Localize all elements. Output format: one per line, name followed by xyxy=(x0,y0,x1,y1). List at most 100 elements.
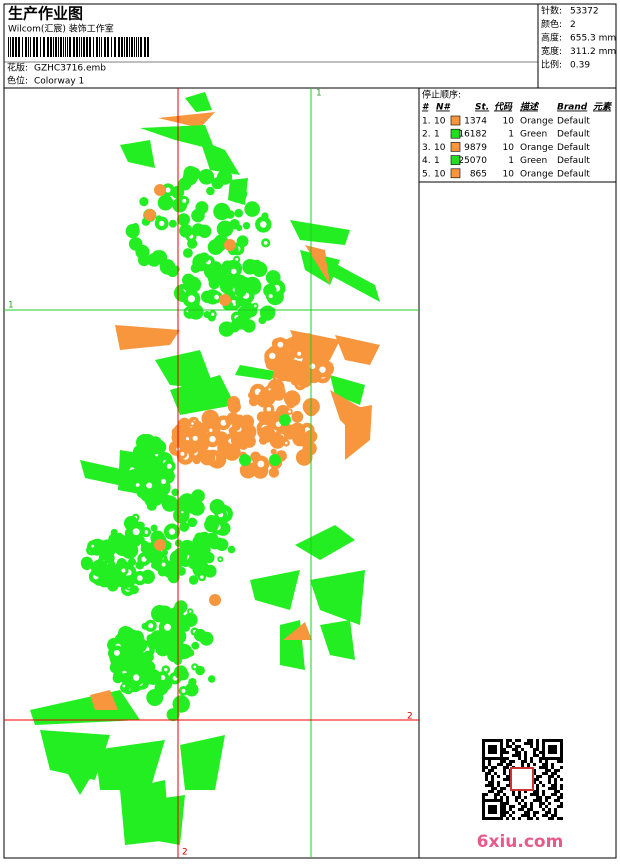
motif xyxy=(211,237,227,253)
qr-module xyxy=(533,751,536,754)
qr-module xyxy=(482,817,485,820)
qr-module xyxy=(554,748,557,751)
motif xyxy=(150,524,158,532)
qr-module xyxy=(557,757,560,760)
motif xyxy=(214,537,224,547)
qr-module xyxy=(494,796,497,799)
qr-module xyxy=(533,754,536,757)
qr-module xyxy=(551,739,554,742)
motif xyxy=(322,346,329,354)
motif xyxy=(209,594,221,606)
motif xyxy=(144,209,156,221)
motif xyxy=(179,521,190,532)
brand: Default xyxy=(557,143,590,153)
motif-hole xyxy=(268,388,271,391)
motif xyxy=(232,196,240,203)
motif xyxy=(213,202,231,221)
bar xyxy=(63,37,64,57)
qr-module xyxy=(536,811,539,814)
qr-module xyxy=(482,742,485,745)
qr-module xyxy=(533,748,536,751)
brand: Default xyxy=(557,156,590,166)
qr-module xyxy=(551,763,554,766)
qr-module xyxy=(554,787,557,790)
qr-module xyxy=(494,787,497,790)
qr-module xyxy=(536,739,539,742)
info-box: 针数: 53372 颜色: 2 高度: 655.3 mm 宽度: 311.2 mm 比例: 0.3… xyxy=(541,5,616,71)
motif xyxy=(120,672,133,685)
motif-hole xyxy=(144,530,149,535)
motif-hole xyxy=(113,649,120,656)
qr-module xyxy=(545,805,548,808)
motif-hole xyxy=(146,482,153,489)
qr-module xyxy=(512,805,515,808)
qr-module xyxy=(560,787,563,790)
qr-module xyxy=(551,748,554,751)
motif-hole xyxy=(160,478,167,485)
motif-hole xyxy=(231,268,237,275)
qr-module xyxy=(557,805,560,808)
qr-module xyxy=(485,757,488,760)
qr-module xyxy=(533,778,536,781)
motif xyxy=(248,396,259,407)
qr-module xyxy=(560,793,563,796)
qr-module xyxy=(482,766,485,769)
motif xyxy=(234,315,249,330)
qr-module xyxy=(512,793,515,796)
bar xyxy=(30,37,31,57)
qr-module xyxy=(548,748,551,751)
qr-module xyxy=(488,739,491,742)
motif xyxy=(168,219,177,228)
qr-module xyxy=(491,790,494,793)
qr-module xyxy=(500,811,503,814)
bar xyxy=(93,37,94,57)
motif xyxy=(228,427,237,435)
qr-module xyxy=(497,781,500,784)
qr-module xyxy=(500,799,503,802)
qr-module xyxy=(533,814,536,817)
qr-module xyxy=(497,790,500,793)
qr-module xyxy=(533,763,536,766)
motif xyxy=(159,259,176,275)
qr-module xyxy=(545,757,548,760)
qr-module xyxy=(539,799,542,802)
qr-module xyxy=(482,739,485,742)
motif xyxy=(204,517,219,533)
qr-module xyxy=(542,814,545,817)
motif xyxy=(161,549,168,556)
motif xyxy=(141,660,150,668)
bar xyxy=(129,37,130,57)
stitches: 9879 xyxy=(464,143,487,153)
stitches: 25070 xyxy=(458,156,487,166)
qr-module xyxy=(500,808,503,811)
qr-module xyxy=(494,748,497,751)
qr-module xyxy=(533,811,536,814)
motif-hole xyxy=(181,510,184,514)
qr-module xyxy=(485,817,488,820)
qr-module xyxy=(536,799,539,802)
description: Green xyxy=(520,130,547,140)
qr-module xyxy=(542,802,545,805)
qr-module xyxy=(548,739,551,742)
qr-module xyxy=(551,814,554,817)
motif-hole xyxy=(159,220,165,227)
qr-module xyxy=(545,811,548,814)
motif xyxy=(188,304,204,320)
qr-module xyxy=(506,817,509,820)
motif xyxy=(269,454,281,466)
motif xyxy=(158,112,215,128)
motif xyxy=(270,276,278,284)
bar xyxy=(136,37,137,57)
qr-module xyxy=(500,787,503,790)
bar xyxy=(83,37,85,57)
qr-module xyxy=(515,799,518,802)
qr-module xyxy=(560,742,563,745)
qr-module xyxy=(554,811,557,814)
motif xyxy=(147,548,164,565)
motif-hole xyxy=(137,575,143,581)
qr-module xyxy=(512,742,515,745)
motif xyxy=(193,420,203,430)
motif xyxy=(104,556,112,564)
qr-module xyxy=(503,814,506,817)
qr-module xyxy=(521,760,524,763)
